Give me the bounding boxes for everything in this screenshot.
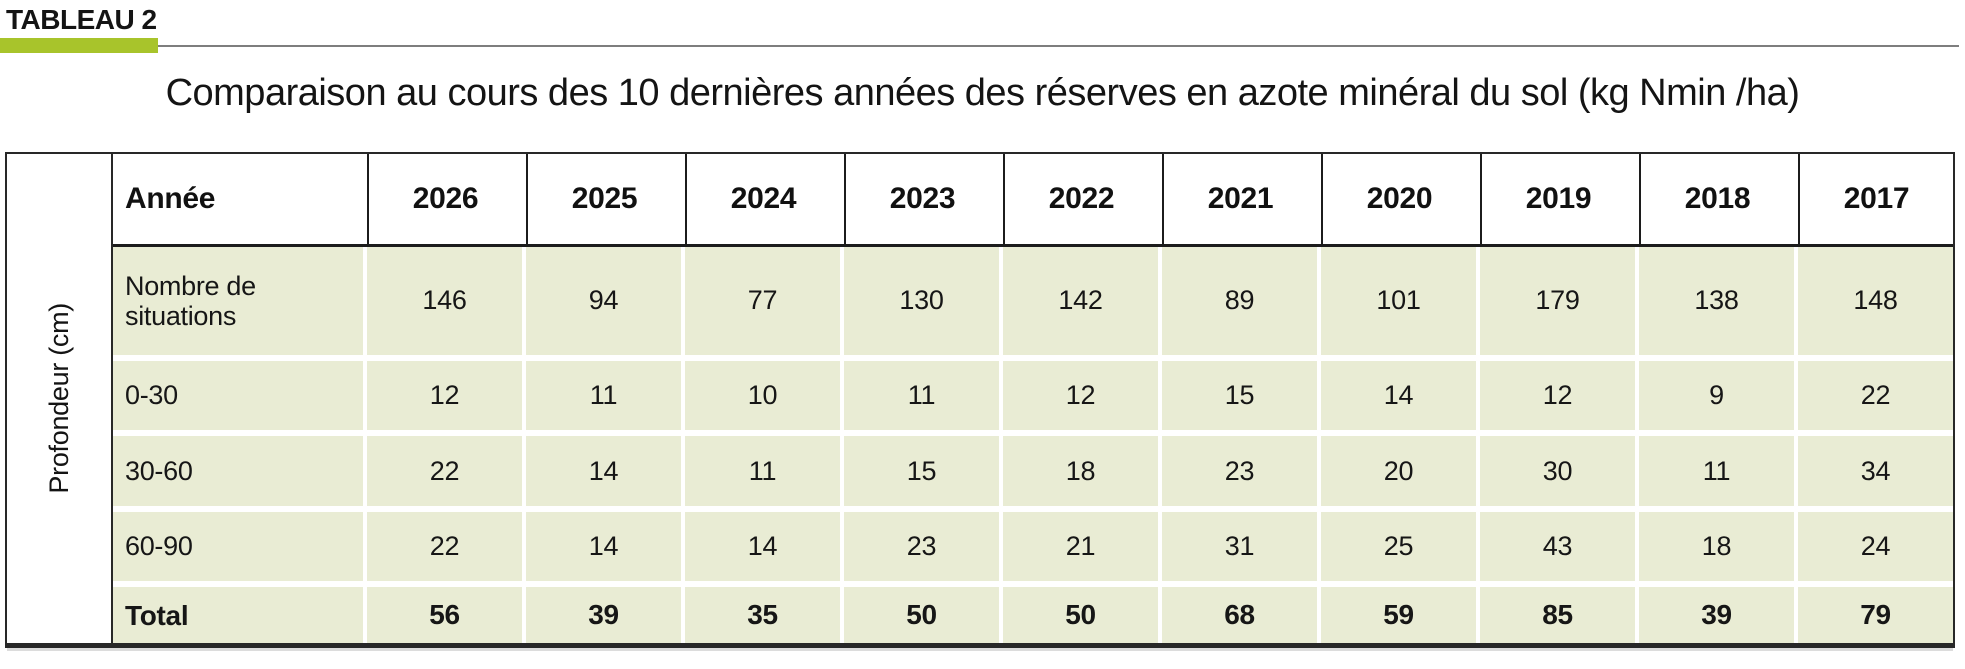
value-cell: 11	[526, 360, 681, 431]
year-column-header: 2021	[1162, 154, 1317, 244]
row-label-column-header: Année	[125, 182, 216, 215]
value-cell: 21	[1003, 511, 1158, 582]
table-row: 60-90 22 14 14 23 21 31 25 43 18 24	[113, 511, 1953, 582]
value-cell: 11	[844, 360, 999, 431]
value-cell: 35	[685, 587, 840, 643]
value-cell: 18	[1003, 436, 1158, 506]
value-cell: 9	[1639, 360, 1794, 431]
value-cell: 18	[1639, 511, 1794, 582]
row-label: Nombre de situations	[113, 247, 363, 355]
year-column-header: 2017	[1798, 154, 1953, 244]
value-cell: 79	[1798, 587, 1953, 643]
value-cell: 25	[1321, 511, 1476, 582]
value-cell: 77	[685, 247, 840, 355]
year-column-header: 2018	[1639, 154, 1794, 244]
horizontal-rule	[158, 45, 1959, 47]
year-column-header: 2025	[526, 154, 681, 244]
table-title: Comparaison au cours des 10 dernières an…	[165, 72, 1800, 114]
value-cell: 146	[367, 247, 522, 355]
value-cell: 138	[1639, 247, 1794, 355]
value-cell: 12	[1480, 360, 1635, 431]
row-label: 60-90	[113, 511, 363, 582]
value-cell: 39	[526, 587, 681, 643]
table-main: Année 2026 2025 2024 2023 2022 2021 2020 2019 201…	[113, 154, 1953, 643]
value-cell: 68	[1162, 587, 1317, 643]
value-cell: 85	[1480, 587, 1635, 643]
row-label: 0-30	[113, 360, 363, 431]
value-cell: 10	[685, 360, 840, 431]
value-cell: 94	[526, 247, 681, 355]
table-row: Total 56 39 35 50 50 68 59 85 39 79	[113, 587, 1953, 643]
value-cell: 59	[1321, 587, 1476, 643]
table-header-row: Année 2026 2025 2024 2023 2022 2021 2020 2019 201…	[113, 154, 1953, 247]
value-cell: 14	[526, 436, 681, 506]
year-column-header: 2026	[367, 154, 522, 244]
value-cell: 23	[1162, 436, 1317, 506]
value-cell: 15	[1162, 360, 1317, 431]
row-group-label: Profondeur (cm)	[43, 303, 74, 494]
value-cell: 20	[1321, 436, 1476, 506]
year-column-header: 2023	[844, 154, 999, 244]
year-column-header: 2020	[1321, 154, 1476, 244]
table-kicker: TABLEAU 2	[6, 4, 157, 35]
value-cell: 14	[526, 511, 681, 582]
value-cell: 22	[1798, 360, 1953, 431]
value-cell: 50	[1003, 587, 1158, 643]
year-column-header: 2019	[1480, 154, 1635, 244]
value-cell: 34	[1798, 436, 1953, 506]
data-table: Profondeur (cm) Année 2026 2025 2024 2023 202…	[5, 152, 1955, 648]
table-row: 30-60 22 14 11 15 18 23 20 30 11 34	[113, 436, 1953, 506]
value-cell: 24	[1798, 511, 1953, 582]
value-cell: 31	[1162, 511, 1317, 582]
value-cell: 22	[367, 511, 522, 582]
value-cell: 179	[1480, 247, 1635, 355]
value-cell: 11	[685, 436, 840, 506]
value-cell: 89	[1162, 247, 1317, 355]
value-cell: 22	[367, 436, 522, 506]
value-cell: 12	[1003, 360, 1158, 431]
value-cell: 148	[1798, 247, 1953, 355]
table-body: Nombre de situations 146 94 77 130 142 89 101 17…	[113, 247, 1953, 643]
row-label: Total	[113, 587, 363, 643]
table-row: 0-30 12 11 10 11 12 15 14 12 9 22	[113, 360, 1953, 431]
value-cell: 14	[685, 511, 840, 582]
value-cell: 30	[1480, 436, 1635, 506]
year-column-header: 2024	[685, 154, 840, 244]
value-cell: 101	[1321, 247, 1476, 355]
value-cell: 142	[1003, 247, 1158, 355]
row-group-label-column: Profondeur (cm)	[7, 154, 113, 643]
table-row: Nombre de situations 146 94 77 130 142 89 101 17…	[113, 247, 1953, 355]
row-label: 30-60	[113, 436, 363, 506]
year-column-header: 2022	[1003, 154, 1158, 244]
value-cell: 14	[1321, 360, 1476, 431]
value-cell: 12	[367, 360, 522, 431]
value-cell: 15	[844, 436, 999, 506]
value-cell: 39	[1639, 587, 1794, 643]
value-cell: 11	[1639, 436, 1794, 506]
value-cell: 23	[844, 511, 999, 582]
kicker-accent-bar	[0, 38, 158, 53]
value-cell: 130	[844, 247, 999, 355]
value-cell: 56	[367, 587, 522, 643]
value-cell: 50	[844, 587, 999, 643]
value-cell: 43	[1480, 511, 1635, 582]
